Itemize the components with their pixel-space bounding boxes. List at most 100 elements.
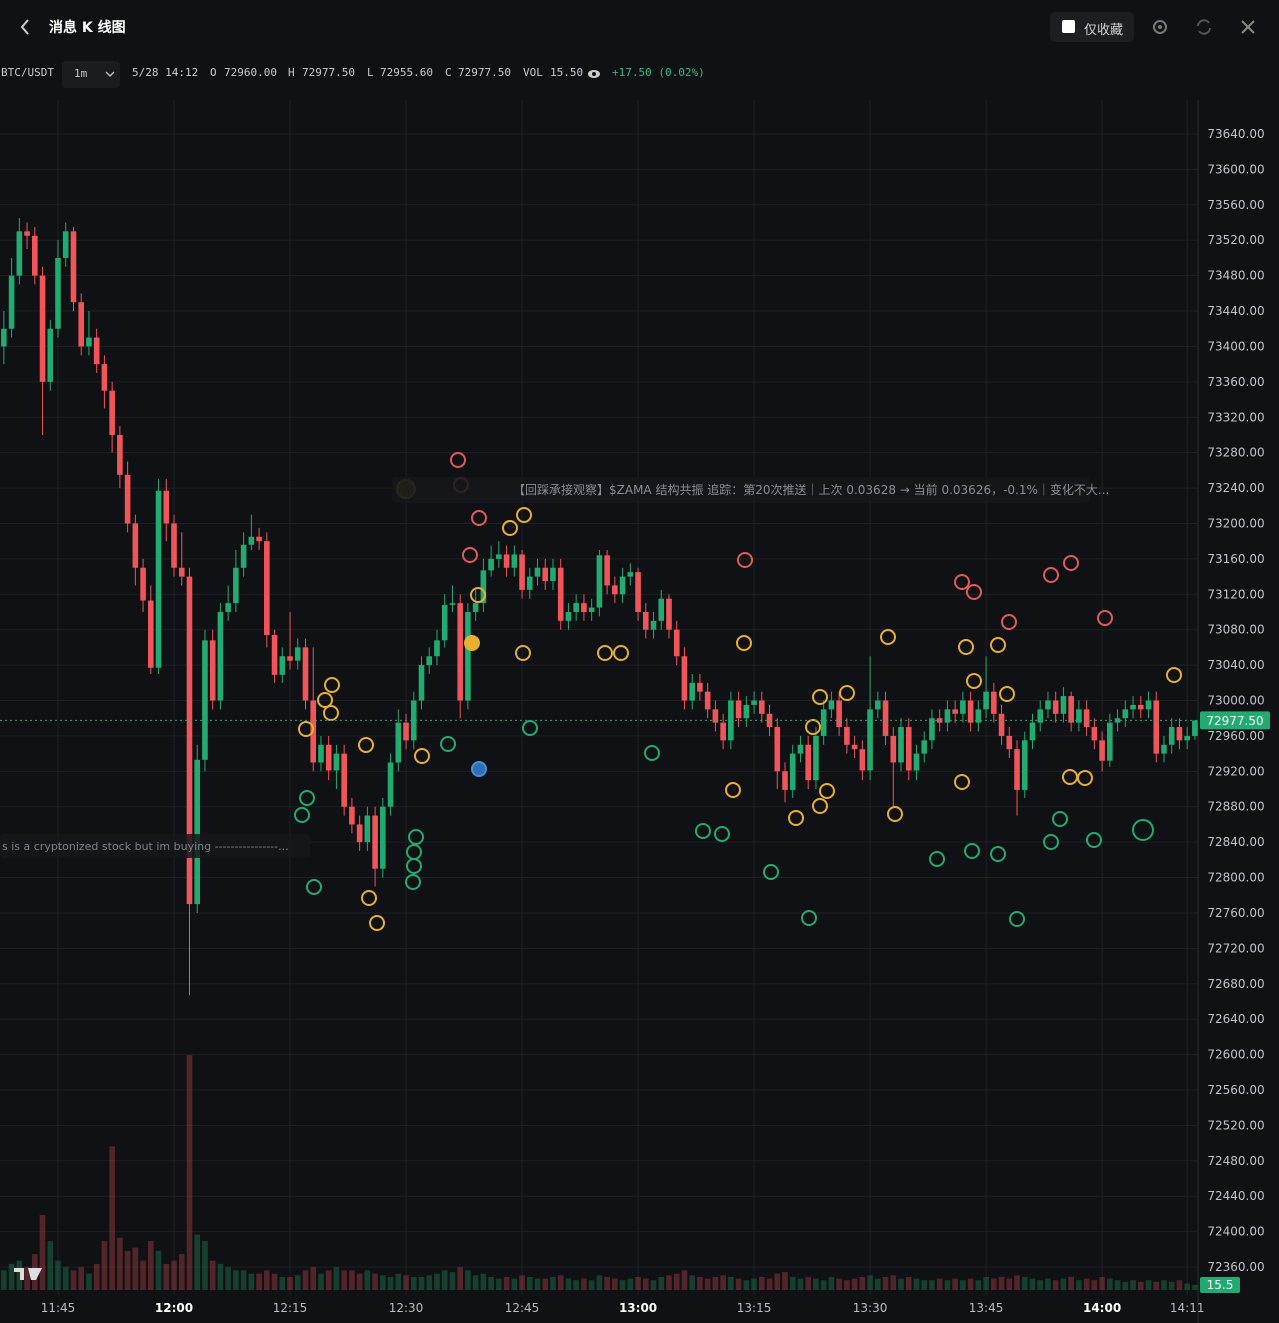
volume-bar — [287, 1276, 293, 1290]
x-tick-label: 14:00 — [1083, 1301, 1121, 1315]
annotation-box — [0, 834, 310, 858]
candle-body — [1, 328, 7, 347]
candle-body — [898, 727, 904, 763]
candle-body — [62, 231, 69, 258]
volume-bar — [642, 1278, 649, 1290]
refresh-button[interactable] — [1194, 17, 1214, 37]
candle-body — [526, 576, 533, 590]
candle-body — [952, 709, 958, 714]
volume-bar — [449, 1272, 456, 1290]
x-tick-label: 12:15 — [273, 1301, 308, 1315]
volume-bar — [16, 1260, 23, 1290]
y-tick-label: 72960.00 — [1207, 729, 1264, 743]
y-tick-label: 73440.00 — [1207, 304, 1264, 318]
candle-body — [1068, 696, 1074, 723]
candle-body — [465, 611, 471, 701]
volume-bar — [271, 1273, 278, 1290]
candle-body — [975, 709, 982, 723]
last-price-label: 72977.50 — [1206, 714, 1263, 728]
volume-bar — [1122, 1281, 1129, 1290]
volume-bar — [62, 1267, 69, 1290]
settings-button[interactable] — [1150, 17, 1170, 37]
volume-bar — [952, 1278, 958, 1290]
candle-body — [859, 749, 866, 771]
l-label: L — [367, 66, 374, 79]
volume-bar — [534, 1278, 541, 1290]
volume-bar — [828, 1276, 835, 1290]
bar-time: 5/28 14:12 — [132, 66, 199, 79]
favorites-toggle[interactable]: 仅收藏 — [1050, 12, 1134, 42]
volume-bar — [387, 1276, 394, 1290]
candle-body — [627, 572, 634, 577]
candle-body — [991, 691, 997, 714]
candle-body — [256, 536, 262, 542]
candle-body — [372, 815, 378, 869]
candle-body — [472, 603, 479, 612]
eye-icon[interactable] — [587, 69, 601, 79]
candle-body — [202, 640, 208, 760]
volume-bar — [1192, 1284, 1198, 1290]
volume-bar — [124, 1250, 131, 1290]
candle-body — [681, 656, 688, 701]
candle-body — [1107, 722, 1113, 761]
interval-select[interactable]: 1m — [62, 61, 120, 88]
candle-body — [325, 744, 332, 771]
volume-bar — [1168, 1281, 1175, 1290]
x-tick-label: 14:11 — [1170, 1301, 1205, 1315]
candle-body — [441, 604, 448, 641]
volume-bar — [70, 1270, 77, 1290]
candle-body — [967, 700, 974, 723]
candle-body — [875, 700, 881, 710]
volume-bar — [1091, 1280, 1098, 1290]
candle-body — [1176, 727, 1183, 741]
candle-body — [565, 611, 572, 621]
y-tick-label: 73280.00 — [1207, 446, 1264, 460]
candle-body — [882, 700, 889, 736]
back-button[interactable] — [16, 17, 36, 37]
volume-bar — [975, 1280, 982, 1290]
candle-body — [217, 611, 224, 701]
x-tick-label: 13:45 — [969, 1301, 1004, 1315]
candle-body — [735, 700, 742, 719]
candle-body — [395, 722, 402, 763]
candle-body — [921, 740, 928, 754]
x-tick-label: 12:45 — [505, 1301, 540, 1315]
volume-bar — [240, 1270, 247, 1290]
candle-body — [612, 585, 618, 595]
volume-bar — [248, 1273, 255, 1290]
y-tick-label: 73080.00 — [1207, 623, 1264, 637]
annotation: 【回踩承接观察】$ZAMA 结构共振 追踪：第20次推送｜上次 0.03628 … — [513, 482, 1109, 497]
volume-bar — [1145, 1280, 1152, 1290]
volume-bar — [1037, 1280, 1044, 1290]
volume-bar — [890, 1275, 897, 1290]
volume-bar — [728, 1276, 734, 1290]
candle-body — [240, 544, 247, 568]
candle-body — [132, 523, 139, 568]
candle-body — [209, 640, 216, 701]
candle-body — [998, 713, 1005, 736]
candle-body — [936, 718, 943, 723]
volume-bar — [24, 1267, 30, 1290]
title: 消息 K 线图 — [49, 20, 126, 36]
vol-value: 15.50 — [550, 66, 584, 79]
candle-body — [186, 576, 193, 905]
candle-body — [318, 744, 324, 763]
candle-body — [1184, 735, 1190, 741]
volume-bar — [511, 1278, 518, 1290]
volume-bar — [279, 1276, 286, 1290]
candle-body — [658, 598, 665, 621]
candle-body — [287, 656, 293, 661]
volume-bar — [612, 1278, 618, 1290]
volume-bar — [496, 1278, 502, 1290]
o-label: O — [210, 66, 217, 79]
volume-bar — [318, 1273, 324, 1290]
y-tick-label: 73240.00 — [1207, 481, 1264, 495]
candle-body — [604, 555, 610, 586]
candle-body — [70, 231, 77, 303]
candle-body — [673, 629, 680, 657]
close-button[interactable] — [1238, 17, 1258, 37]
volume-bar — [1184, 1283, 1190, 1290]
y-tick-label: 72760.00 — [1207, 906, 1264, 920]
volume-bar — [944, 1280, 951, 1290]
volume-bar — [1107, 1278, 1113, 1290]
